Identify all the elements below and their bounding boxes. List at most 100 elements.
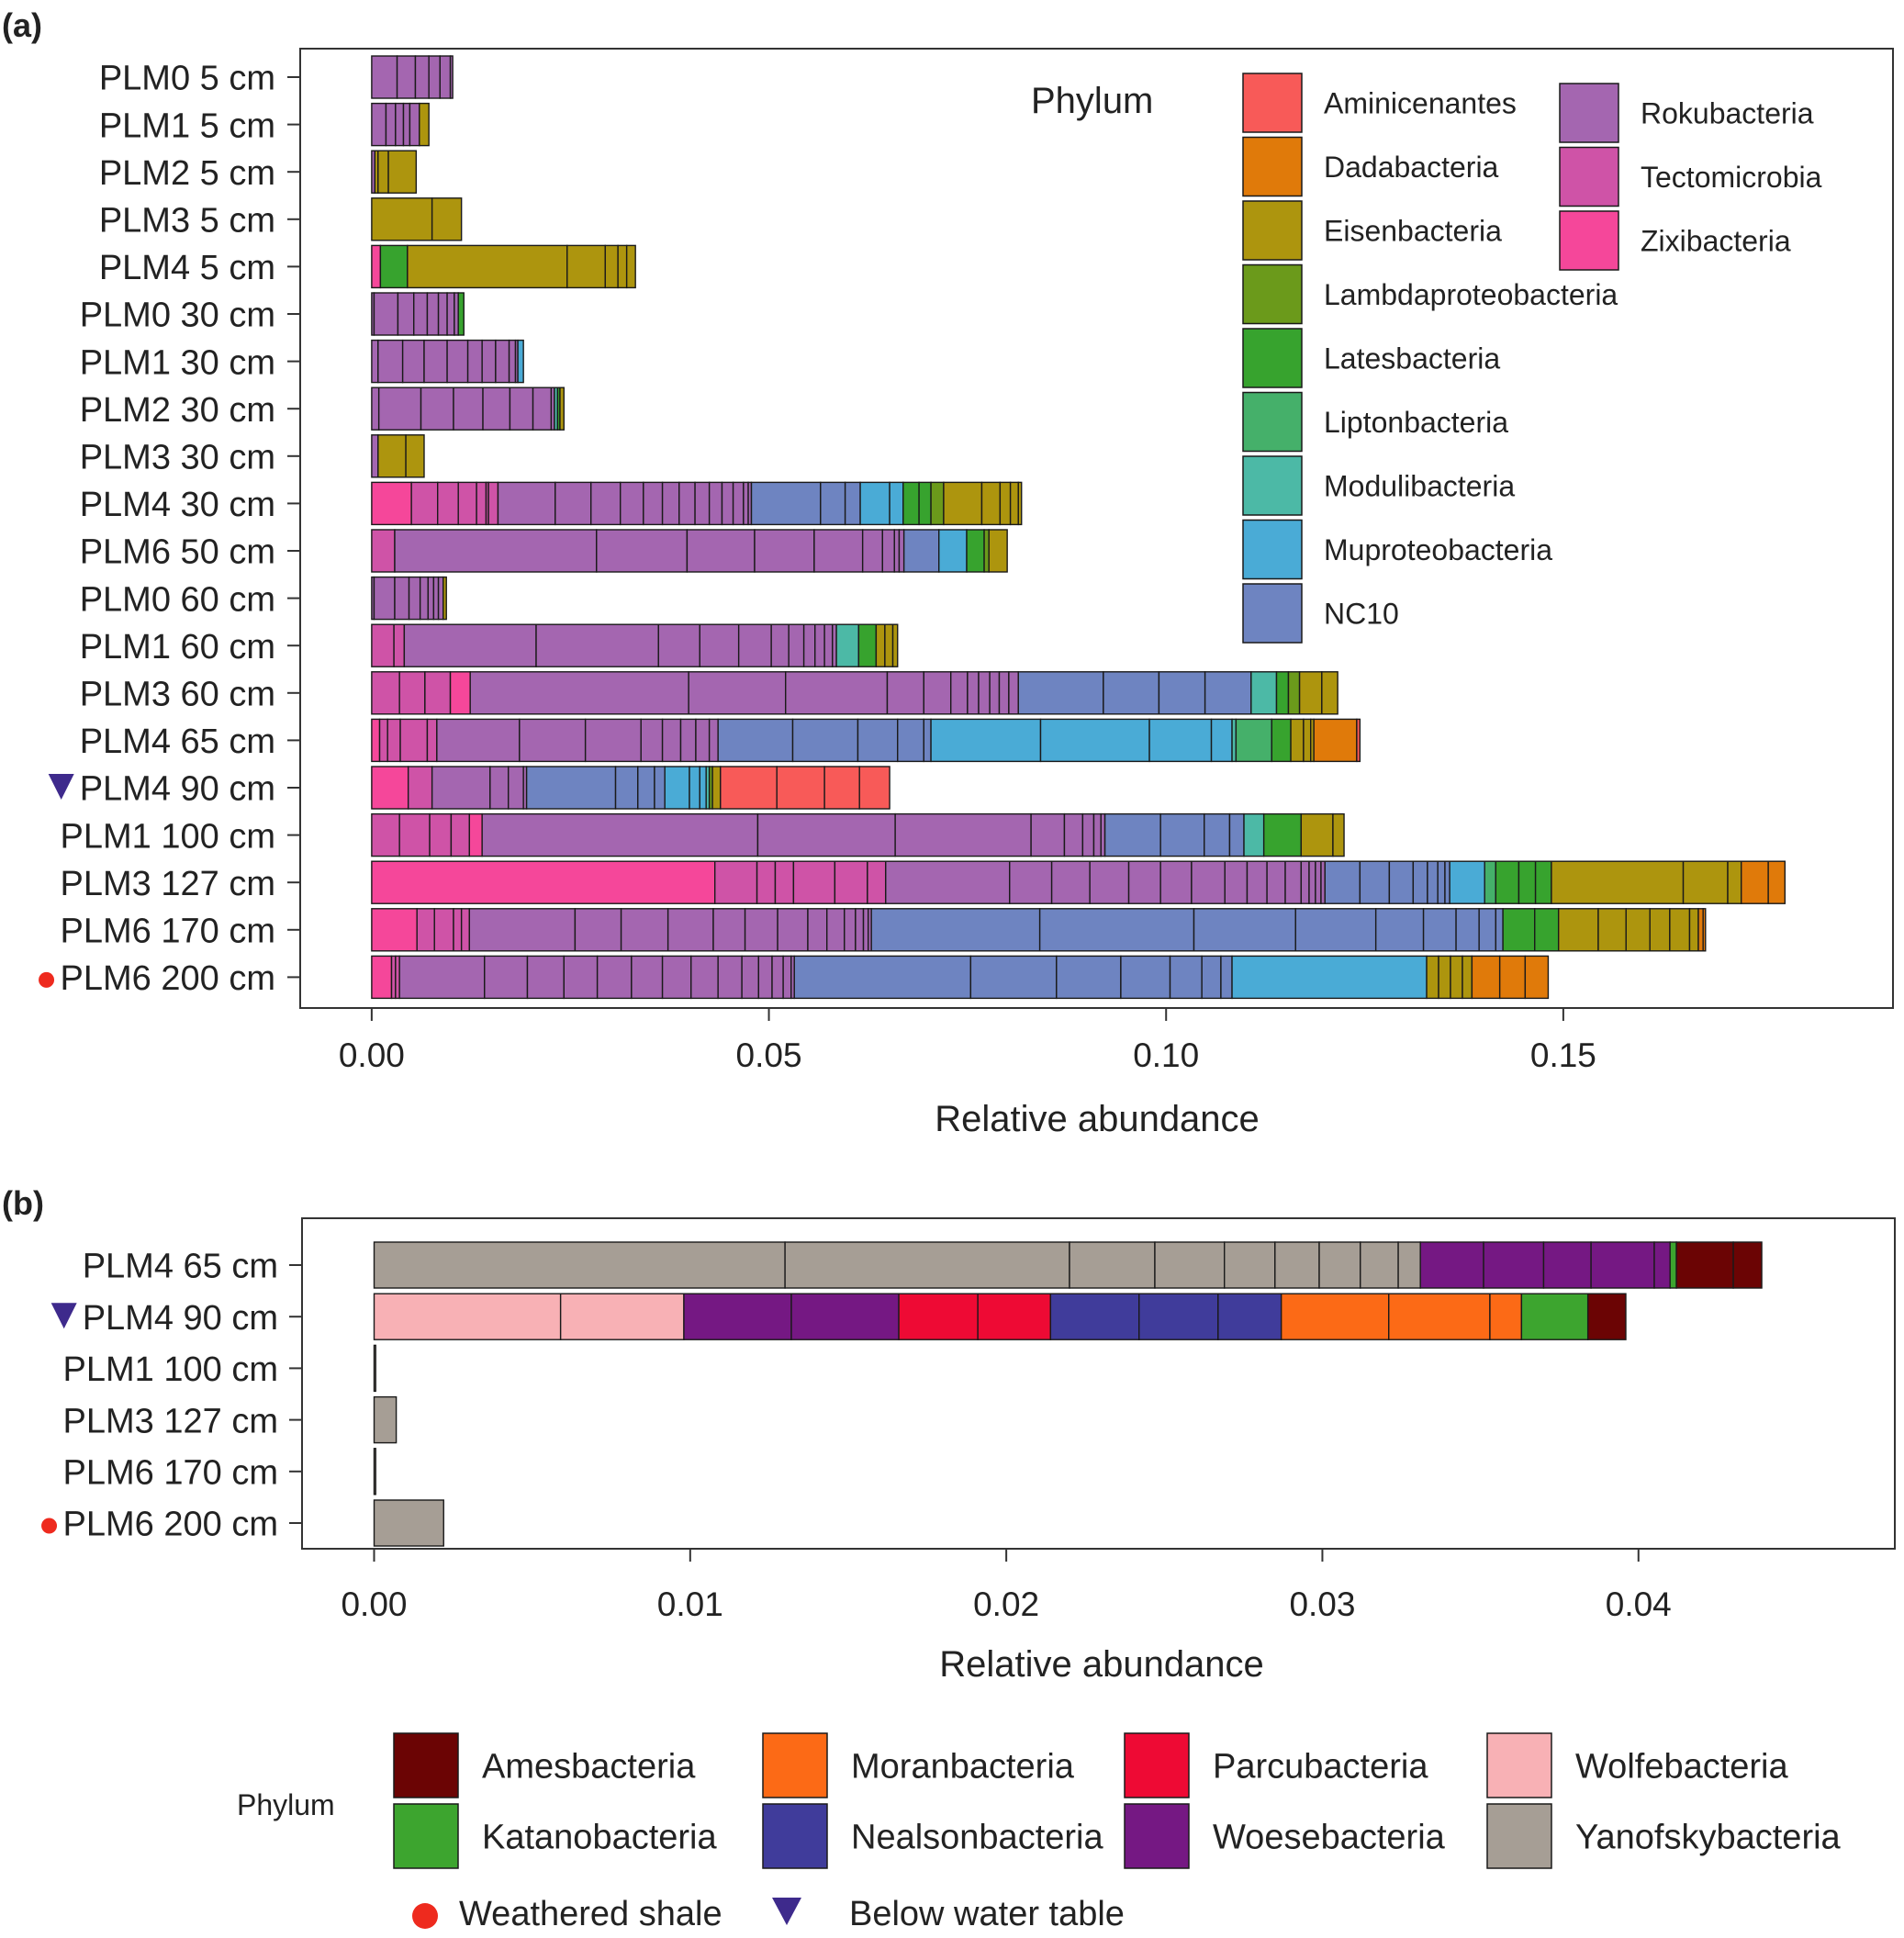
category-label-plm6-170-cm: PLM6 170 cm bbox=[63, 1453, 278, 1492]
legend-item-amesbacteria: Amesbacteria bbox=[393, 1732, 696, 1798]
bar-segment-woesebacteria: PLM4 65 cm — Woesebacteria: 0.002 bbox=[1590, 1241, 1655, 1289]
bar-segment-rokubacteria: PLM0 60 cm — Rokubacteria: 0.0014 bbox=[408, 576, 421, 621]
legend-label-lambdaproteobacteria: Lambdaproteobacteria bbox=[1324, 278, 1618, 311]
bar-segment-rokubacteria: PLM3 127 cm — Rokubacteria: 0.0156 bbox=[885, 860, 1011, 904]
bar-segment-rokubacteria: PLM4 65 cm — Rokubacteria: 0.0104 bbox=[436, 718, 521, 763]
bar-segment-eisenbacteria: PLM6 200 cm — Eisenbacteria: 0.0015 bbox=[1426, 955, 1439, 1000]
bar-plm4-90-cm: PLM4 90 cm — Zixibacteria: 0.0046PLM4 90… bbox=[371, 766, 890, 810]
bar-segment-rokubacteria: PLM3 127 cm — Rokubacteria: 0.0053 bbox=[1009, 860, 1053, 904]
bar-segment-latesbacteria: PLM3 127 cm — Latesbacteria: 0.0021 bbox=[1518, 860, 1537, 904]
legend-label-nealsonbacteria: Nealsonbacteria bbox=[851, 1819, 1103, 1857]
bar-segment-nc10: PLM3 127 cm — NC10: 0.0044 bbox=[1324, 860, 1361, 904]
bar-segment-eisenbacteria: PLM4 30 cm — Eisenbacteria: 0.001 bbox=[1009, 481, 1019, 526]
bar-plm3-60-cm: PLM3 60 cm — Tectomicrobia: 0.0035 PLM3 6… bbox=[371, 671, 1338, 715]
x-tick-label: 0.04 bbox=[1606, 1585, 1672, 1623]
bar-segment-tectomicrobia: PLM3 127 cm — Tectomicrobia: 0.0041 bbox=[834, 860, 868, 904]
bar-segment-nc10: PLM6 200 cm — NC10: 0.0014 bbox=[1220, 955, 1233, 1000]
bar-segment-modulibacteria: PLM1 100 cm — Modulibacteria: 0.0025 bbox=[1243, 812, 1265, 857]
bar-segment-tectomicrobia: PLM3 60 cm — Tectomicrobia: 0.0035 bbox=[371, 671, 400, 715]
bar-segment-muproteobacteria: PLM4 65 cm — Muproteobacteria: 0.0137 bbox=[1039, 718, 1150, 763]
bar-segment-yanofskybacteria: PLM4 65 cm — Yanofskybacteria: 0.013 bbox=[373, 1241, 786, 1289]
category-label-plm1-60-cm: PLM1 60 cm bbox=[80, 628, 275, 667]
bar-segment-rokubacteria: PLM3 127 cm — Rokubacteria: 0.001 bbox=[1300, 860, 1310, 904]
legend-item-nc10: NC10 bbox=[1242, 583, 1399, 644]
panel-b-x-axis: 0.00 0.01 0.02 0.03 0.04 bbox=[341, 1549, 1672, 1623]
bar-segment-rokubacteria: PLM3 127 cm — Rokubacteria: 0.0023 bbox=[1266, 860, 1286, 904]
bar-segment-rokubacteria: PLM6 170 cm — Rokubacteria: 0.0041 bbox=[744, 908, 778, 952]
bar-segment-rokubacteria: PLM6 200 cm — Rokubacteria: 0.0021 bbox=[741, 955, 759, 1000]
legend-swatch-dadabacteria bbox=[1242, 136, 1303, 197]
bar-segment-rokubacteria: PLM1 60 cm — Rokubacteria: 0.0022 bbox=[770, 623, 790, 667]
bar-segment-rokubacteria: PLM3 60 cm — Rokubacteria: 0.0014 bbox=[978, 671, 991, 715]
bar-segment-rokubacteria: PLM6 200 cm — Rokubacteria: 0.0054 bbox=[484, 955, 529, 1000]
bar-segment-rokubacteria: PLM3 127 cm — Rokubacteria: 0.002 bbox=[1284, 860, 1303, 904]
bar-segment-rokubacteria: PLM6 50 cm — Rokubacteria: 0.0025 bbox=[861, 529, 883, 573]
bar-segment-tectomicrobia: PLM3 127 cm — Tectomicrobia: 0.0052 bbox=[792, 860, 836, 904]
bar-segment-amesbacteria: PLM4 65 cm — Amesbacteria: 0.0009 bbox=[1732, 1241, 1763, 1289]
bar-segment-nc10: PLM3 60 cm — NC10: 0.007 bbox=[1103, 671, 1160, 715]
bar-segment-tectomicrobia: PLM3 127 cm — Tectomicrobia: 0.0023 bbox=[774, 860, 795, 904]
panel-b: (b) PLM4 65 cm PLM4 90 cm PLM1 100 cm PLM3 … bbox=[2, 1184, 1896, 1933]
x-tick-label: 0.01 bbox=[657, 1585, 723, 1623]
bar-segment-tectomicrobia: PLM4 90 cm — Tectomicrobia: 0.003 bbox=[407, 766, 433, 810]
bar-segment-rokubacteria: PLM4 65 cm — Rokubacteria: 0.0023 bbox=[661, 718, 682, 763]
bar-segment-muproteobacteria: PLM4 65 cm — Muproteobacteria: 0.0026 bbox=[1210, 718, 1233, 763]
bar-segment-rokubacteria: PLM1 60 cm — Rokubacteria: 0.0052 bbox=[657, 623, 700, 667]
bar-segment-rokubacteria: PLM4 65 cm — Rokubacteria: 0.0083 bbox=[519, 718, 587, 763]
bar-segment-tectomicrobia: PLM1 100 cm — Tectomicrobia: 0.0027 bbox=[429, 812, 453, 857]
panel-a-x-axis: 0.00 0.05 0.10 0.15 bbox=[339, 1008, 1596, 1074]
bar-segment-zixibacteria: PLM4 30 cm — Zixibacteria: 0.005 bbox=[371, 481, 412, 526]
category-label-plm0-60-cm: PLM0 60 cm bbox=[80, 580, 275, 619]
bar-segment-eisenbacteria: PLM6 170 cm — Eisenbacteria: 0.0025 bbox=[1649, 908, 1671, 952]
legend-swatch-modulibacteria bbox=[1242, 455, 1303, 516]
legend-label-dadabacteria: Dadabacteria bbox=[1324, 151, 1499, 184]
bar-segment-nc10: PLM1 100 cm — NC10: 0.007 bbox=[1103, 812, 1161, 857]
bar-segment-rokubacteria: PLM3 60 cm — Rokubacteria: 0.0014 bbox=[967, 671, 980, 715]
bar-plm3-5-cm: PLM3 5 cm — Eisenbacteria: 0.0076PLM3 5 … bbox=[371, 197, 463, 241]
bar-segment-rokubacteria: PLM4 30 cm — Rokubacteria: 0.002 bbox=[678, 481, 696, 526]
bar-segment-latesbacteria: PLM4 30 cm — Latesbacteria: 0.0015 bbox=[918, 481, 932, 526]
bar-segment-yanofskybacteria: PLM4 65 cm — Yanofskybacteria: 0.0027 bbox=[1069, 1241, 1156, 1289]
bar-segment-rokubacteria: PLM2 30 cm — Rokubacteria: 0.0037 bbox=[453, 386, 484, 431]
bar-segment-rokubacteria: PLM3 60 cm — Rokubacteria: 0.0122 bbox=[688, 671, 787, 715]
bar-segment-muproteobacteria: PLM4 90 cm — Muproteobacteria: 0.0008 bbox=[699, 766, 707, 810]
bar-segment-rokubacteria: PLM4 30 cm — Rokubacteria: 0.0021 bbox=[661, 481, 680, 526]
bar-segment-nc10: PLM6 170 cm — NC10: 0.0029 bbox=[1455, 908, 1480, 952]
legend-swatch-moranbacteria bbox=[762, 1732, 828, 1798]
legend-swatch-latesbacteria bbox=[1242, 328, 1303, 388]
bar-segment-amesbacteria: PLM4 65 cm — Amesbacteria: 0.0018 bbox=[1675, 1241, 1734, 1289]
legend-label-eisenbacteria: Eisenbacteria bbox=[1324, 215, 1502, 248]
bar-segment-nc10: PLM6 200 cm — NC10: 0.0024 bbox=[1201, 955, 1222, 1000]
bar-segment-nc10: PLM4 65 cm — NC10: 0.0009 bbox=[923, 718, 932, 763]
legend-label-tectomicrobia: Tectomicrobia bbox=[1641, 161, 1822, 194]
bar-segment-rokubacteria: PLM0 5 cm — Rokubacteria: 0.0017 bbox=[414, 55, 430, 99]
bar-segment-yanofskybacteria: PLM4 65 cm — Yanofskybacteria: 0.0022 bbox=[1154, 1241, 1226, 1289]
bar-segment-rokubacteria: PLM0 60 cm — Rokubacteria: 0.0007 bbox=[427, 576, 435, 621]
bar-segment-nc10: PLM3 127 cm — NC10: 0.0009 bbox=[1437, 860, 1446, 904]
bar-segment-nc10: PLM3 127 cm — NC10: 0.003 bbox=[1388, 860, 1415, 904]
bar-segment-rokubacteria: PLM6 50 cm — Rokubacteria: 0.0114 bbox=[596, 529, 689, 573]
bar-segment-muproteobacteria: PLM4 30 cm — Muproteobacteria: 0.0017 bbox=[889, 481, 904, 526]
bar-segment-rokubacteria: PLM0 5 cm — Rokubacteria: 0.0013 bbox=[439, 55, 452, 99]
bar-segment-tectomicrobia: PLM4 65 cm — Tectomicrobia: 0.001 bbox=[378, 718, 388, 763]
legend-item-eisenbacteria: Eisenbacteria bbox=[1242, 200, 1502, 261]
x-tick-label: 0.15 bbox=[1530, 1036, 1596, 1074]
bar-segment-rokubacteria: PLM3 60 cm — Rokubacteria: 0.0012 bbox=[1008, 671, 1019, 715]
bar-segment-rokubacteria: PLM1 60 cm — Rokubacteria: 0.0041 bbox=[737, 623, 772, 667]
bar-segment-eisenbacteria: PLM1 60 cm — Eisenbacteria: 0.0006 bbox=[891, 623, 899, 667]
bar-plm4-65-cm: PLM4 65 cm — Zixibacteria: 0.001PLM4 65 … bbox=[371, 718, 1361, 763]
bar-segment-nc10: PLM3 127 cm — NC10: 0.0018 bbox=[1412, 860, 1428, 904]
panel-a-legend-title: Phylum bbox=[1031, 81, 1153, 121]
category-label-plm6-200-cm: PLM6 200 cm bbox=[63, 1506, 278, 1544]
bar-segment-aminicenantes: PLM4 90 cm — Aminicenantes: 0.0038 bbox=[858, 766, 890, 810]
bar-segment-rokubacteria: PLM3 60 cm — Rokubacteria: 0.0021 bbox=[950, 671, 969, 715]
bar-segment-yanofskybacteria: PLM1 100 cm — Yanofskybacteria: 0.00005 bbox=[373, 1344, 376, 1393]
category-label-plm6-50-cm: PLM6 50 cm bbox=[80, 533, 275, 572]
legend-label-muproteobacteria: Muproteobacteria bbox=[1324, 533, 1552, 566]
legend-item-aminicenantes: Aminicenantes bbox=[1242, 73, 1517, 133]
bar-segment-nc10: PLM4 90 cm — NC10: 0.0021 bbox=[637, 766, 655, 810]
bar-segment-rokubacteria: PLM4 30 cm — Rokubacteria: 0.0037 bbox=[590, 481, 622, 526]
bar-segment-dadabacteria: PLM3 127 cm — Dadabacteria: 0.0034 bbox=[1741, 860, 1769, 904]
bar-segment-nc10: PLM4 90 cm — NC10: 0.0112 bbox=[525, 766, 617, 810]
legend-item-liptonbacteria: Liptonbacteria bbox=[1242, 391, 1508, 453]
